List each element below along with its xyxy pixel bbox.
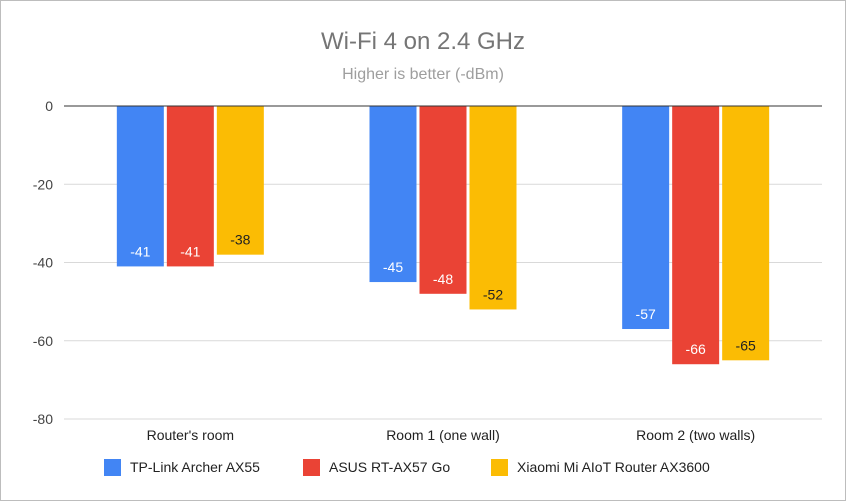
bar — [469, 106, 517, 310]
legend-swatch — [104, 459, 121, 476]
data-label: -38 — [230, 232, 250, 248]
chart-subtitle: Higher is better (-dBm) — [342, 66, 504, 83]
legend: TP-Link Archer AX55 ASUS RT-AX57 Go Xiaomi… — [104, 459, 710, 476]
legend-label: Xiaomi Mi AIoT Router AX3600 — [517, 459, 710, 475]
bar — [722, 106, 770, 361]
chart-title: Wi-Fi 4 on 2.4 GHz — [321, 28, 525, 55]
data-label: -66 — [686, 341, 706, 357]
y-tick-label: 0 — [45, 98, 53, 114]
legend-swatch — [303, 459, 320, 476]
bar — [116, 106, 164, 267]
legend-label: ASUS RT-AX57 Go — [329, 459, 450, 475]
x-category-label: Router's room — [147, 427, 234, 443]
bar — [369, 106, 417, 283]
bar — [672, 106, 720, 365]
data-label: -57 — [636, 306, 656, 322]
y-tick-label: -80 — [33, 411, 53, 427]
x-category-label: Room 2 (two walls) — [636, 427, 755, 443]
bar — [166, 106, 214, 267]
bar — [622, 106, 670, 330]
data-label: -48 — [433, 271, 453, 287]
y-tick-label: -20 — [33, 176, 53, 192]
data-label: -65 — [736, 337, 756, 353]
x-axis-categories: Router's room Room 1 (one wall) Room 2 (tw… — [147, 427, 756, 443]
y-tick-label: -60 — [33, 333, 53, 349]
data-label: -45 — [383, 259, 403, 275]
y-axis-ticks: 0 -20 -40 -60 -80 — [33, 98, 53, 427]
data-label: -41 — [180, 243, 200, 259]
legend-swatch — [491, 459, 508, 476]
x-category-label: Room 1 (one wall) — [386, 427, 500, 443]
bar — [216, 106, 264, 255]
y-tick-label: -40 — [33, 255, 53, 271]
legend-label: TP-Link Archer AX55 — [130, 459, 260, 475]
data-label: -52 — [483, 286, 503, 302]
bar — [419, 106, 467, 294]
bars — [116, 106, 770, 365]
data-label: -41 — [130, 243, 150, 259]
data-labels: -41 -41 -38 -45 -48 -52 -57 -66 -65 — [130, 232, 756, 358]
